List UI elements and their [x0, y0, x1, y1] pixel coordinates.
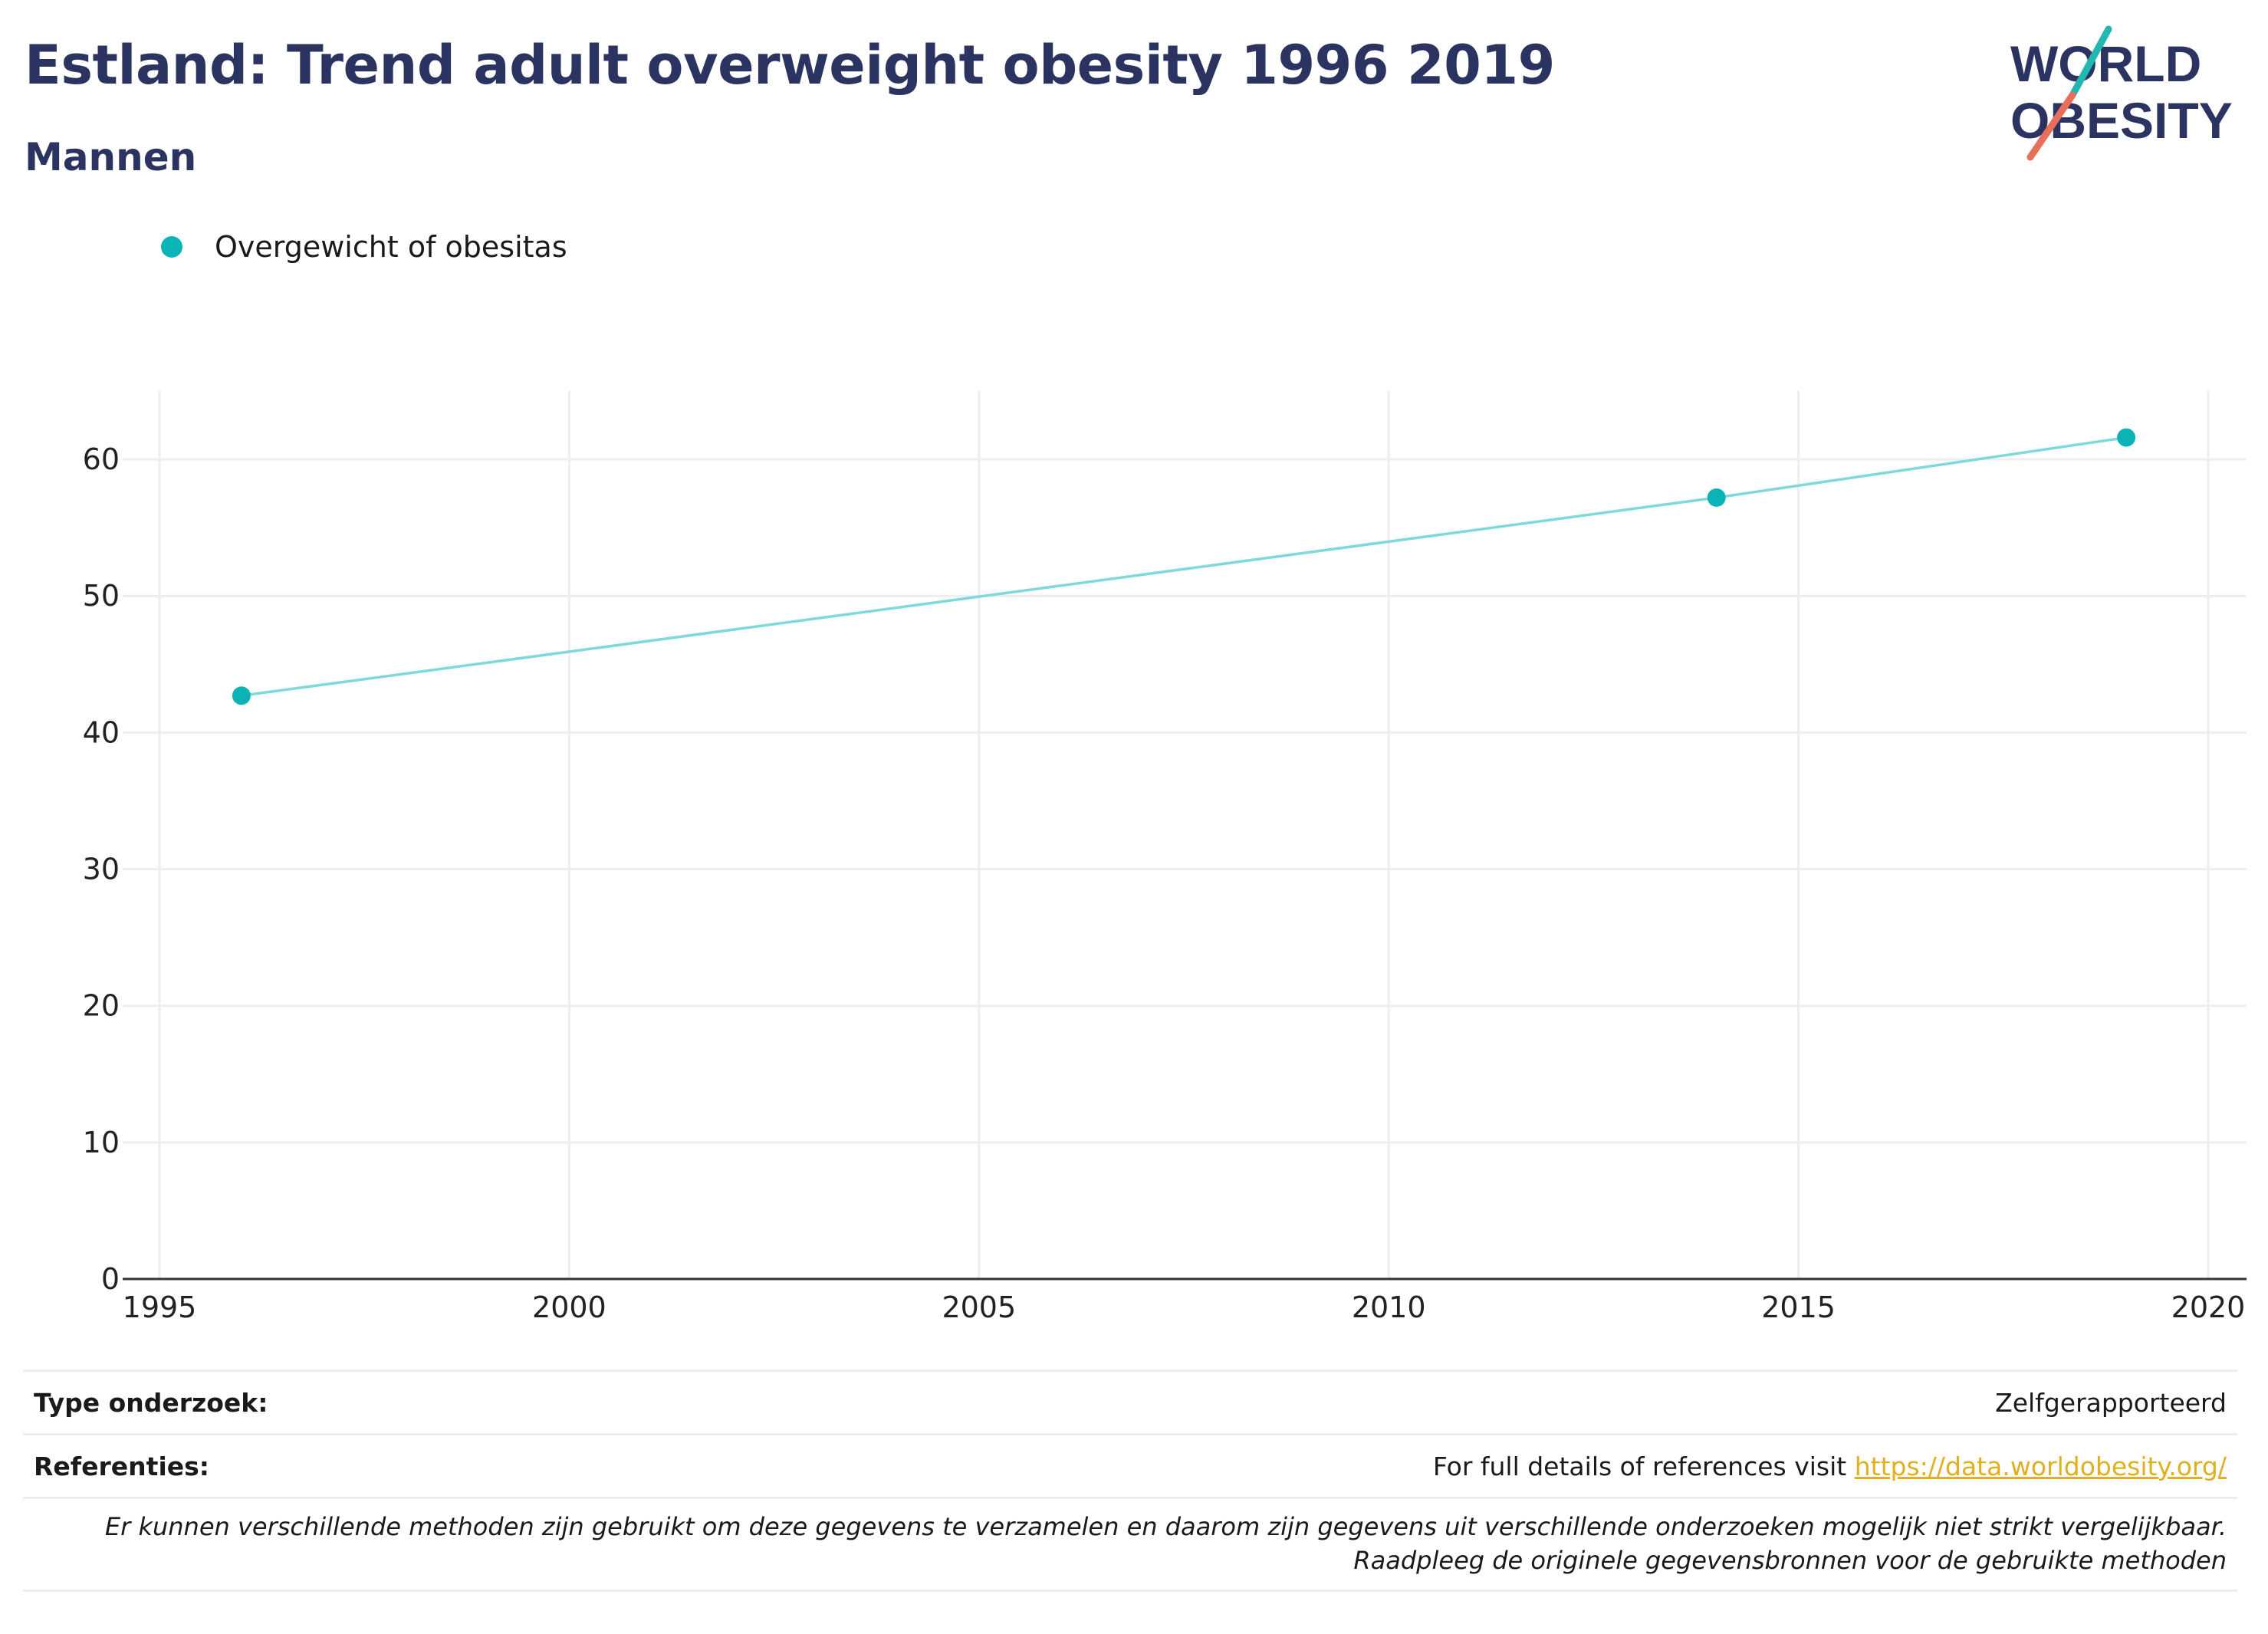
chart-footer: Type onderzoek: Zelfgerapporteerd Refere… — [23, 1369, 2237, 1592]
references-link[interactable]: https://data.worldobesity.org/ — [1854, 1451, 2227, 1481]
chart-subtitle: Mannen — [25, 135, 197, 179]
line-chart: 1995 2000 2005 2010 2015 2020 0 10 20 30 40 50 60 — [83, 391, 2247, 1324]
y-tick-label-30: 30 — [83, 853, 120, 886]
x-tick-label-2005: 2005 — [942, 1290, 1016, 1324]
chart-title: Estland: Trend adult overweight obesity … — [25, 34, 1555, 97]
methodology-note: Er kunnen verschillende methoden zijn ge… — [23, 1497, 2237, 1592]
y-tick-label-60: 60 — [83, 442, 120, 476]
x-tick-label-2015: 2015 — [1761, 1290, 1836, 1324]
world-obesity-logo: WORLD OBESITY — [2010, 25, 2233, 161]
survey-type-row: Type onderzoek: Zelfgerapporteerd — [23, 1369, 2237, 1433]
logo-slash-red — [2026, 91, 2076, 161]
data-point-2014 — [1707, 488, 1726, 507]
data-point-1996 — [232, 686, 251, 705]
references-text: For full details of references visit htt… — [1433, 1452, 2227, 1481]
x-tick-label-1995: 1995 — [123, 1290, 197, 1324]
legend-marker — [161, 236, 182, 258]
references-row: Referenties: For full details of referen… — [23, 1433, 2237, 1497]
y-tick-label-10: 10 — [83, 1126, 120, 1159]
references-prefix: For full details of references visit — [1432, 1451, 1855, 1481]
y-tick-label-0: 0 — [101, 1262, 120, 1296]
series-line-0 — [241, 436, 2127, 698]
x-tick-label-2020: 2020 — [2171, 1290, 2246, 1324]
x-tick-label-2010: 2010 — [1352, 1290, 1426, 1324]
legend-label: Overgewicht of obesitas — [215, 230, 567, 264]
y-tick-label-40: 40 — [83, 715, 120, 749]
survey-type-label: Type onderzoek: — [34, 1387, 268, 1418]
y-tick-label-50: 50 — [83, 579, 120, 613]
logo-word-world: WORLD — [2010, 35, 2201, 92]
data-point-2019 — [2117, 428, 2136, 447]
chart-legend: Overgewicht of obesitas — [161, 230, 567, 264]
x-tick-label-2000: 2000 — [532, 1290, 606, 1324]
references-label: Referenties: — [34, 1451, 209, 1481]
logo-slash-teal — [2069, 25, 2112, 99]
logo-word-obesity: OBESITY — [2010, 92, 2233, 149]
y-tick-label-20: 20 — [83, 989, 120, 1023]
survey-type-value: Zelfgerapporteerd — [1995, 1387, 2227, 1418]
